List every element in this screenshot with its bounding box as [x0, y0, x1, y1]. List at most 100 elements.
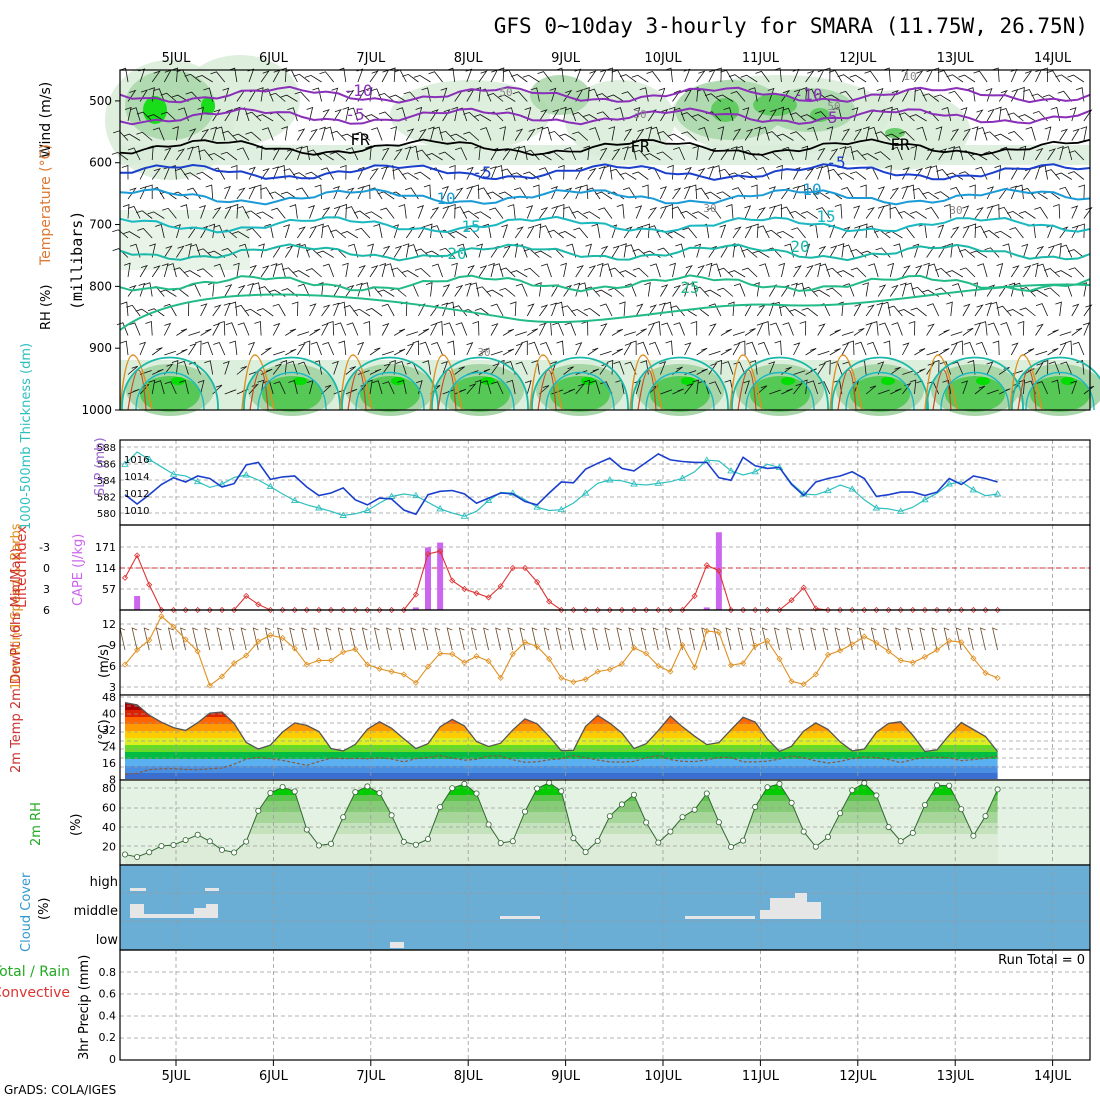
thickness-point	[945, 480, 953, 487]
wind-barb	[321, 109, 330, 122]
isotherm-line	[119, 274, 1091, 293]
wind-barb	[393, 245, 403, 258]
wind-barb	[776, 230, 794, 239]
wind-barb	[237, 322, 250, 336]
wind-barb	[854, 341, 867, 356]
wind-barb	[244, 210, 262, 219]
wind-barb	[575, 342, 583, 356]
li-tick-label: 3	[43, 583, 50, 596]
wind-barb	[407, 244, 419, 258]
wind-barb	[562, 206, 577, 219]
wind-barb	[489, 207, 504, 219]
wind-barb	[333, 109, 342, 122]
wind-barb	[937, 224, 945, 239]
wind-barb	[256, 145, 263, 161]
wind-barb	[280, 94, 298, 102]
wind-barb	[765, 229, 782, 239]
wind-barb	[650, 126, 661, 141]
wind-barb	[499, 287, 516, 297]
lifted-index-point	[243, 592, 250, 600]
wind-barb	[197, 379, 205, 395]
wind-barb	[534, 223, 542, 239]
date-label-top: 5JUL	[162, 51, 192, 66]
wind-barb	[396, 107, 407, 122]
rh-shading	[650, 376, 710, 412]
wind-barb	[810, 627, 817, 651]
wind-barb	[889, 284, 899, 297]
wind-barb	[1036, 263, 1048, 278]
rh-band	[125, 834, 998, 865]
wind-barb	[737, 627, 744, 651]
wind-barb	[381, 323, 390, 336]
wind-barb	[1047, 148, 1056, 161]
wind-barb	[599, 303, 613, 317]
wind-barb	[365, 308, 383, 317]
wind-barb	[386, 627, 392, 651]
rh-shading	[881, 377, 895, 385]
cloud-patch	[205, 888, 219, 891]
wind-barb	[526, 205, 534, 219]
wind-speed-point	[206, 682, 213, 689]
wind-barb	[761, 321, 770, 336]
rh-point	[667, 828, 674, 835]
cloud-level-label: low	[96, 933, 119, 948]
wind-barb	[832, 106, 843, 122]
wind-barb	[363, 320, 371, 336]
wind-barb	[301, 145, 310, 161]
wind-barb	[419, 341, 431, 356]
wind-barb	[463, 111, 480, 122]
wind-barb	[1062, 146, 1073, 161]
wind-barb	[540, 263, 552, 278]
wind-barb	[298, 243, 310, 258]
wind-barb	[212, 206, 222, 219]
wind-barb	[252, 282, 262, 297]
wind-barb	[768, 361, 776, 375]
thickness-point	[678, 474, 687, 481]
upper-temp-label: Temperature (°C)	[38, 144, 54, 266]
wind-barb	[260, 70, 270, 83]
wind-barb	[575, 383, 586, 395]
wind-barb	[557, 203, 565, 219]
wind-barb	[371, 127, 383, 141]
rh-point	[497, 840, 504, 847]
wind-barb	[307, 149, 322, 161]
wind-barb	[366, 379, 373, 395]
thickness-point	[315, 504, 323, 511]
wind-barb	[583, 114, 601, 122]
rh-shading	[850, 376, 910, 412]
wind-barb	[384, 263, 395, 278]
lifted-index-point	[461, 585, 468, 593]
wind-barb	[357, 341, 365, 356]
wind-barb	[932, 359, 940, 375]
wind-barb	[633, 149, 649, 161]
wind-barb	[216, 627, 223, 651]
wind-barb	[607, 94, 625, 102]
wind-barb	[778, 262, 786, 278]
wind-barb	[839, 146, 847, 161]
wind-barb	[127, 389, 140, 395]
wind-barb	[543, 627, 550, 651]
wind-speed-point	[715, 629, 722, 636]
wind-barb	[717, 287, 734, 297]
wind-barb	[672, 284, 682, 297]
wind-barb	[1035, 245, 1045, 258]
wind-barb	[188, 128, 197, 141]
panel-frame	[119, 69, 1091, 411]
temp-tick-label: 48	[102, 691, 116, 704]
wind-barb	[798, 627, 805, 651]
wind-barb	[609, 168, 625, 180]
pressure-tick-label: 600	[89, 156, 112, 170]
wind-barb	[774, 340, 782, 356]
rh-shading	[885, 128, 905, 138]
wind-barb	[218, 320, 226, 336]
wind-barb	[910, 145, 918, 161]
rh-point	[437, 804, 444, 811]
wind-barb	[850, 267, 867, 278]
wind-barb	[148, 87, 155, 102]
thickness-point	[509, 489, 517, 496]
wind-barb	[776, 164, 783, 180]
thickness-point	[727, 467, 735, 474]
wind-speed-point	[279, 634, 286, 642]
wind-barb	[297, 361, 310, 375]
wind-barb	[365, 211, 383, 219]
